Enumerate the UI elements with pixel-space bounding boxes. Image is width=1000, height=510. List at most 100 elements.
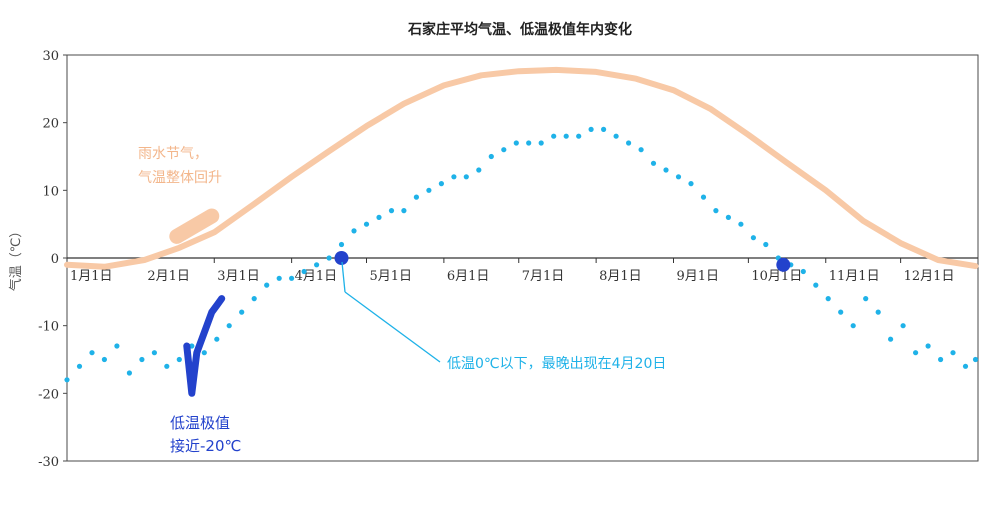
- low-extreme-highlight-point: [193, 349, 200, 356]
- low-extreme-point: [563, 133, 569, 139]
- x-tick-label: 2月1日: [147, 269, 190, 284]
- low-extreme-highlight-point: [208, 309, 215, 316]
- low-extreme-point: [289, 275, 295, 281]
- low-extreme-point: [863, 296, 869, 302]
- low-extreme-point: [488, 153, 494, 160]
- x-tick-label: 10月1日: [751, 269, 802, 284]
- low-extreme-point: [925, 343, 931, 349]
- low-extreme-point: [201, 350, 207, 356]
- low-extreme-point: [151, 350, 157, 356]
- low-extreme-point: [463, 174, 469, 180]
- low-extreme-point: [938, 356, 944, 363]
- annotation-last-freeze: 低温0℃以下，最晚出现在4月20日: [447, 356, 666, 372]
- low-extreme-point: [675, 174, 682, 180]
- low-extreme-point: [526, 140, 532, 146]
- low-extreme-point: [189, 343, 195, 349]
- low-extreme-highlight-layer: [183, 295, 226, 397]
- low-extreme-point: [825, 296, 831, 302]
- low-extreme-point: [114, 343, 120, 349]
- low-extreme-point: [176, 356, 182, 363]
- x-tick-label: 5月1日: [370, 269, 413, 284]
- low-extreme-point: [64, 377, 70, 383]
- mean-temperature-line: [64, 66, 979, 270]
- y-axis-label: 气温（℃）: [8, 225, 24, 292]
- low-extreme-point: [438, 181, 444, 187]
- low-extreme-point: [838, 309, 844, 315]
- low-extreme-point: [239, 309, 245, 315]
- low-extreme-point: [700, 194, 707, 200]
- low-extreme-point: [388, 208, 395, 214]
- low-extreme-highlight-point: [188, 390, 195, 397]
- annotation-rain-water-1: 雨水节气，: [138, 146, 208, 162]
- low-extreme-point: [750, 235, 757, 241]
- low-extreme-highlight-point: [203, 322, 210, 329]
- y-tick-label: -20: [38, 387, 59, 402]
- chart-title: 石家庄平均气温、低温极值年内变化: [407, 21, 632, 38]
- low-extreme-point: [576, 133, 582, 139]
- x-tick-label: 12月1日: [904, 269, 955, 284]
- low-extreme-point: [850, 323, 856, 329]
- low-extreme-point: [888, 336, 894, 342]
- low-extreme-point: [214, 336, 220, 342]
- low-extreme-point: [376, 214, 382, 220]
- low-extreme-point: [476, 167, 482, 173]
- y-tick-label: 20: [42, 117, 59, 132]
- low-extreme-point: [401, 208, 407, 214]
- y-tick-label: 10: [42, 184, 59, 199]
- low-extreme-point: [314, 262, 320, 268]
- low-extreme-point: [962, 363, 969, 369]
- low-extreme-point: [688, 181, 694, 187]
- low-extreme-point: [363, 221, 370, 227]
- low-extreme-point: [763, 241, 769, 248]
- x-tick-label: 1月1日: [70, 269, 113, 284]
- rain-water-highlight: [169, 208, 220, 244]
- low-extreme-point: [226, 323, 232, 329]
- low-extreme-highlight-point: [183, 343, 190, 349]
- low-extreme-point: [426, 187, 432, 193]
- low-extreme-point: [551, 133, 557, 139]
- last-freeze-marker: [334, 251, 349, 265]
- x-tick-label: 4月1日: [295, 269, 338, 284]
- annotation-rain-water-2: 气温整体回升: [138, 170, 222, 186]
- y-tick-label: -10: [38, 320, 59, 335]
- low-extreme-point: [164, 363, 170, 369]
- low-extreme-highlight-point: [218, 295, 225, 302]
- low-extreme-point: [613, 133, 619, 139]
- y-axis-ticks: 30 20 10 0 -10 -20 -30: [38, 49, 67, 470]
- low-extreme-point: [76, 363, 83, 369]
- low-extreme-point: [139, 356, 145, 363]
- y-tick-label: 30: [42, 49, 59, 64]
- low-extreme-point: [663, 167, 669, 173]
- annotation-low-extreme-1: 低温极值: [170, 414, 230, 432]
- x-axis-ticks: 1月1日 2月1日 3月1日 4月1日 5月1日 6月1日 7月1日 8月1日 9月1日 10月1…: [66, 258, 955, 284]
- low-extreme-highlight-point: [213, 302, 220, 309]
- low-extreme-point: [875, 309, 881, 315]
- x-tick-label: 8月1日: [599, 269, 642, 284]
- x-tick-label: 6月1日: [447, 269, 490, 284]
- low-extreme-point: [413, 194, 419, 200]
- low-extreme-point: [725, 214, 732, 220]
- low-extreme-point: [972, 356, 979, 363]
- low-extreme-point: [713, 208, 719, 214]
- low-extreme-point: [251, 296, 257, 302]
- low-extreme-point: [126, 370, 132, 376]
- x-tick-label: 7月1日: [522, 269, 565, 284]
- low-extreme-point: [538, 140, 544, 146]
- y-tick-label: 0: [51, 252, 59, 267]
- last-freeze-callout-line-2: [344, 291, 441, 363]
- low-extreme-point: [351, 228, 357, 234]
- low-extreme-point: [338, 241, 345, 248]
- low-extreme-point: [326, 255, 332, 261]
- low-extreme-point: [513, 140, 519, 146]
- first-freeze-marker: [776, 257, 791, 272]
- x-tick-label: 11月1日: [829, 269, 880, 284]
- low-extreme-point: [626, 140, 632, 146]
- x-tick-label: 3月1日: [217, 269, 260, 284]
- low-extreme-point: [501, 147, 507, 153]
- low-extreme-point: [451, 174, 457, 180]
- low-extreme-point: [588, 126, 594, 132]
- low-extreme-point: [650, 160, 657, 166]
- freeze-marker-layer: [334, 251, 791, 272]
